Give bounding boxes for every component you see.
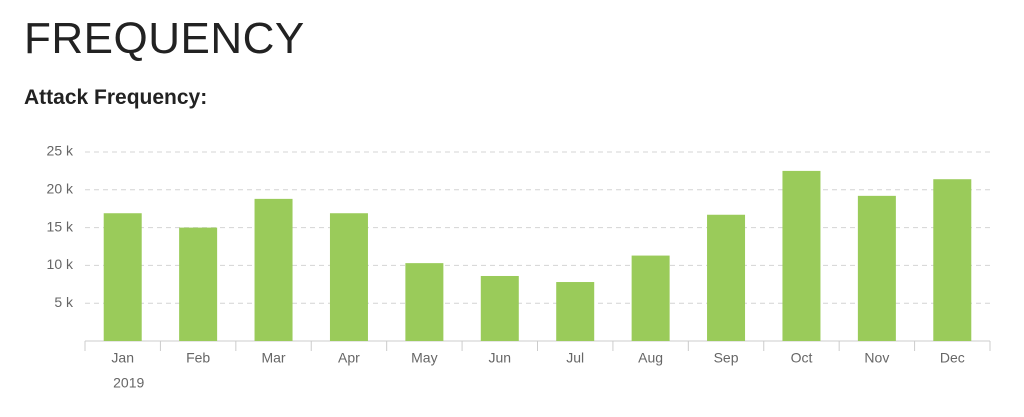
x-tick-label: Mar xyxy=(261,350,285,366)
x-tick-label: Jul xyxy=(566,350,584,366)
x-tick-label: Oct xyxy=(791,350,813,366)
x-tick-label: Jan xyxy=(111,350,134,366)
year-label: 2019 xyxy=(113,375,144,391)
bar xyxy=(631,255,670,341)
bar xyxy=(329,213,368,341)
y-tick-label: 10 k xyxy=(47,256,74,272)
bar xyxy=(254,198,293,341)
y-tick-label: 15 k xyxy=(47,218,74,234)
page-title: FREQUENCY xyxy=(24,14,305,63)
bar xyxy=(103,213,142,341)
x-tick-label: Dec xyxy=(940,350,965,366)
bar xyxy=(707,214,746,341)
x-tick-label: Sep xyxy=(714,350,739,366)
x-tick-label: Apr xyxy=(338,350,360,366)
bar xyxy=(857,195,896,341)
x-tick-label: May xyxy=(411,350,437,366)
bar xyxy=(782,170,821,341)
bar xyxy=(179,227,218,341)
bar xyxy=(933,179,972,341)
bar xyxy=(405,263,444,341)
x-tick-label: Jun xyxy=(489,350,512,366)
x-tick-label: Aug xyxy=(638,350,663,366)
chart-title: Attack Frequency: xyxy=(24,86,208,109)
y-tick-label: 20 k xyxy=(47,181,74,197)
bar xyxy=(556,282,595,341)
x-tick-label: Nov xyxy=(864,350,889,366)
x-tick-label: Feb xyxy=(186,350,210,366)
bar xyxy=(480,275,519,341)
y-tick-label: 5 k xyxy=(54,294,74,310)
y-tick-label: 25 k xyxy=(47,143,74,159)
